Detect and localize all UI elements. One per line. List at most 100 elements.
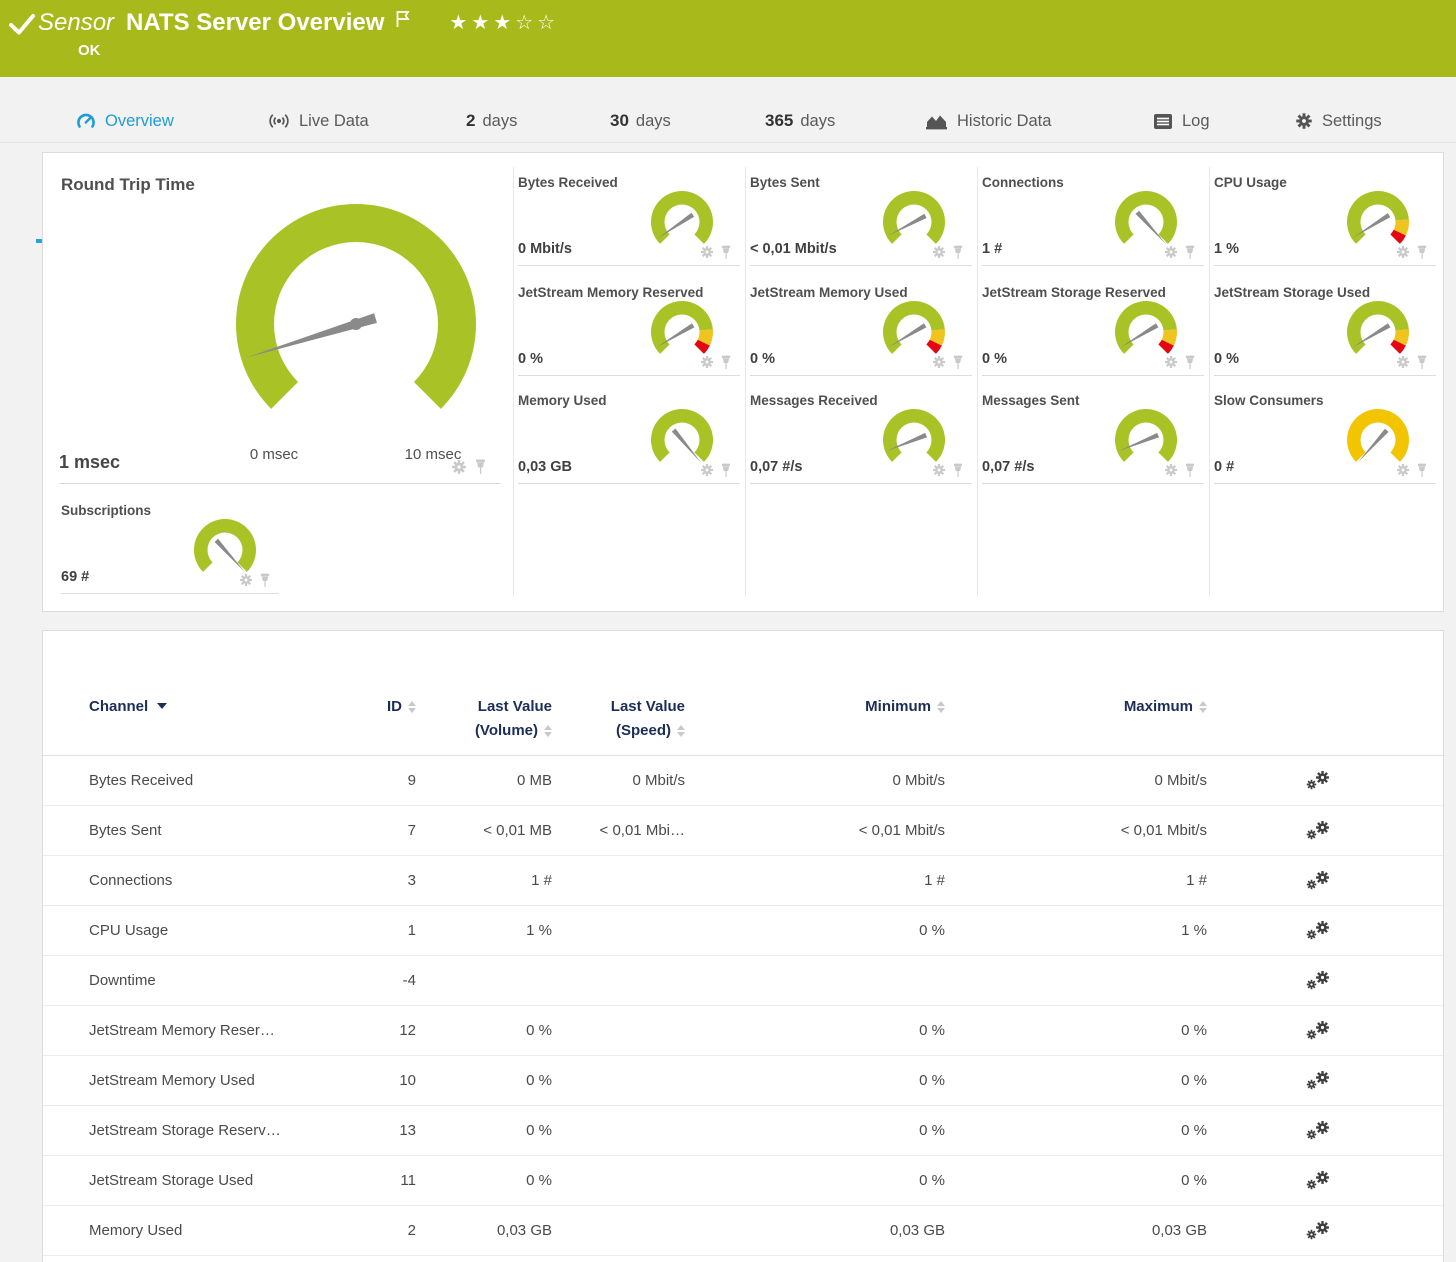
pin-icon[interactable]: [952, 355, 964, 370]
column-header-last-value-speed[interactable]: Last Value(Speed): [552, 695, 685, 743]
gauge-value: 0 %: [518, 351, 543, 367]
tab-2-days[interactable]: 2 days: [466, 100, 517, 142]
pin-icon[interactable]: [720, 245, 732, 260]
tab-settings[interactable]: Settings: [1295, 100, 1382, 142]
tab-30-days[interactable]: 30 days: [610, 100, 671, 142]
tab-live-data[interactable]: Live Data: [268, 100, 369, 142]
column-header-id[interactable]: ID: [369, 695, 416, 719]
maximum-value: 0 Mbit/s: [945, 772, 1207, 789]
pin-icon[interactable]: [259, 573, 271, 588]
pin-icon[interactable]: [1184, 245, 1196, 260]
minimum-value: 1 #: [685, 872, 945, 889]
pin-icon[interactable]: [952, 245, 964, 260]
channels-table-panel: Channel ID Last Value(Volume) Last Value…: [42, 630, 1444, 1262]
channel-name: Bytes Sent: [89, 822, 369, 839]
pin-icon[interactable]: [720, 463, 732, 478]
channel-settings-gears-icon[interactable]: [1306, 1070, 1332, 1092]
channel-settings-gears-icon[interactable]: [1306, 820, 1332, 842]
channel-settings-gears-icon[interactable]: [1306, 870, 1332, 892]
gear-icon[interactable]: [1164, 463, 1178, 477]
table-row-connections: Connections 3 1 # 1 # 1 #: [43, 856, 1443, 906]
gauge-title: JetStream Memory Reserved: [518, 285, 703, 300]
gear-icon[interactable]: [1396, 245, 1410, 259]
column-header-channel[interactable]: Channel: [89, 695, 369, 719]
channel-settings-gears-icon[interactable]: [1306, 770, 1332, 792]
column-divider: [977, 167, 978, 597]
table-row-memory-used: Memory Used 2 0,03 GB 0,03 GB 0,03 GB: [43, 1206, 1443, 1256]
tab-historic-data[interactable]: Historic Data: [925, 100, 1051, 142]
channel-settings-gears-icon[interactable]: [1306, 1120, 1332, 1142]
gear-icon[interactable]: [932, 463, 946, 477]
gauge-value: 0,07 #/s: [982, 459, 1034, 475]
table-row-jetstream-storage-used: JetStream Storage Used 11 0 % 0 % 0 %: [43, 1156, 1443, 1206]
channel-id: 7: [369, 822, 416, 839]
flag-icon[interactable]: [396, 10, 411, 29]
gear-icon[interactable]: [700, 355, 714, 369]
column-header-maximum[interactable]: Maximum: [945, 695, 1207, 719]
minimum-value: 0 Mbit/s: [685, 772, 945, 789]
gear-icon[interactable]: [1164, 245, 1178, 259]
column-header-last-value-volume[interactable]: Last Value(Volume): [416, 695, 552, 743]
status-ok-check-icon: [9, 13, 35, 35]
channel-id: 10: [369, 1072, 416, 1089]
pin-icon[interactable]: [1184, 355, 1196, 370]
gear-icon[interactable]: [1396, 463, 1410, 477]
area-chart-icon: [925, 112, 948, 130]
column-header-minimum[interactable]: Minimum: [685, 695, 945, 719]
gear-icon[interactable]: [932, 245, 946, 259]
gear-icon[interactable]: [1396, 355, 1410, 369]
gauge-tile-subscriptions: Subscriptions 69 #: [61, 497, 279, 594]
last-value-volume: 0 %: [416, 1122, 552, 1139]
gear-icon[interactable]: [451, 459, 467, 475]
gear-icon[interactable]: [700, 245, 714, 259]
table-row-bytes-received: Bytes Received 9 0 MB 0 Mbit/s 0 Mbit/s …: [43, 756, 1443, 806]
gauge-scale-min: 0 msec: [234, 446, 314, 463]
maximum-value: 1 %: [945, 922, 1207, 939]
pin-icon[interactable]: [1416, 355, 1428, 370]
gauge-tile-messages-sent: Messages Sent 0,07 #/s: [982, 387, 1204, 484]
pin-icon[interactable]: [1416, 245, 1428, 260]
maximum-value: 0 %: [945, 1022, 1207, 1039]
gear-icon[interactable]: [239, 573, 253, 587]
tab-log[interactable]: Log: [1153, 100, 1210, 142]
maximum-value: 0,03 GB: [945, 1222, 1207, 1239]
sort-icon: [1199, 701, 1207, 713]
channel-settings-gears-icon[interactable]: [1306, 1220, 1332, 1242]
star-rating[interactable]: ★★★☆☆: [449, 10, 559, 35]
channel-id: 2: [369, 1222, 416, 1239]
last-value-volume: 0 %: [416, 1172, 552, 1189]
pin-icon[interactable]: [474, 459, 487, 475]
channel-settings-gears-icon[interactable]: [1306, 1170, 1332, 1192]
maximum-value: 1 #: [945, 872, 1207, 889]
tab-overview[interactable]: Overview: [75, 100, 174, 142]
channel-settings-gears-icon[interactable]: [1306, 970, 1332, 992]
gear-icon[interactable]: [1164, 355, 1178, 369]
sort-icon: [677, 725, 685, 737]
channel-name: Downtime: [89, 972, 369, 989]
tab-365-days[interactable]: 365 days: [765, 100, 835, 142]
pin-icon[interactable]: [720, 355, 732, 370]
sort-icon: [544, 725, 552, 737]
pin-icon[interactable]: [952, 463, 964, 478]
last-value-speed: < 0,01 Mbi…: [552, 822, 685, 839]
gear-icon[interactable]: [700, 463, 714, 477]
channel-id: 1: [369, 922, 416, 939]
gauge-title: Subscriptions: [61, 503, 151, 518]
gauge-tile-jetstream-memory-reserved: JetStream Memory Reserved 0 %: [518, 279, 740, 376]
gear-icon[interactable]: [932, 355, 946, 369]
gauge-title: Slow Consumers: [1214, 393, 1324, 408]
pin-icon[interactable]: [1184, 463, 1196, 478]
minimum-value: 0 %: [685, 922, 945, 939]
gauge-value: < 0,01 Mbit/s: [750, 241, 837, 257]
channel-name: Connections: [89, 872, 369, 889]
channel-id: -4: [369, 972, 416, 989]
sensor-title: NATS Server Overview: [126, 9, 384, 37]
maximum-value: 0 %: [945, 1072, 1207, 1089]
pin-icon[interactable]: [1416, 463, 1428, 478]
channel-settings-gears-icon[interactable]: [1306, 920, 1332, 942]
channel-settings-gears-icon[interactable]: [1306, 1020, 1332, 1042]
gauge-title: Bytes Sent: [750, 175, 820, 190]
gauge-value: 0,03 GB: [518, 459, 572, 475]
sort-desc-icon: [157, 703, 167, 709]
table-row-jetstream-memory-reserved: JetStream Memory Reser… 12 0 % 0 % 0 %: [43, 1006, 1443, 1056]
